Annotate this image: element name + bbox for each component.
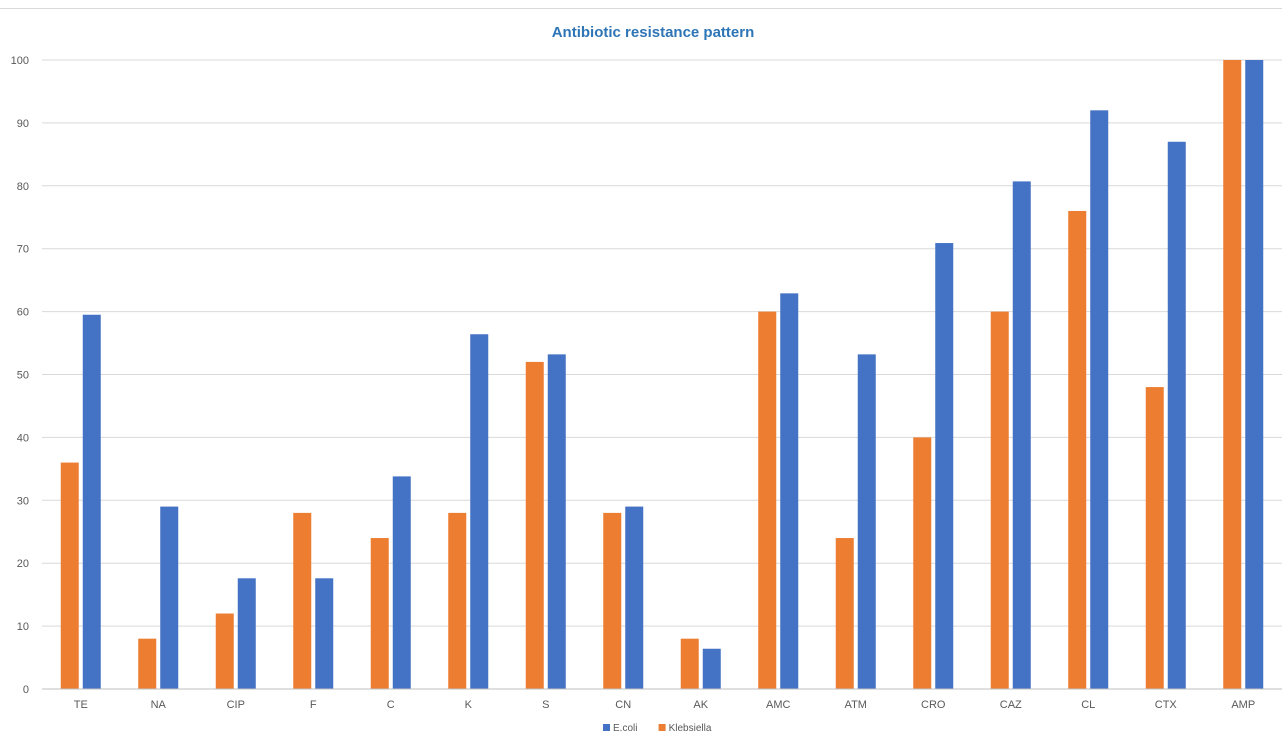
bar-ecoli-caz: [1012, 181, 1031, 689]
bar-ecoli-te: [82, 314, 101, 689]
x-tick-label: F: [310, 699, 317, 711]
bar-ecoli-na: [160, 506, 179, 689]
legend-swatch: [603, 724, 610, 731]
x-tick-label: C: [387, 699, 395, 711]
bar-klebsiella-f: [293, 512, 312, 689]
bar-ecoli-c: [392, 476, 411, 689]
chart-title: Antibiotic resistance pattern: [552, 24, 755, 41]
bar-ecoli-amp: [1245, 60, 1264, 689]
y-tick-label: 50: [17, 370, 29, 382]
x-tick-label: ATM: [845, 699, 867, 711]
bar-klebsiella-c: [370, 538, 389, 689]
x-tick-label: CAZ: [1000, 699, 1022, 711]
bar-klebsiella-amp: [1223, 60, 1242, 689]
x-tick-label: CTX: [1155, 699, 1178, 711]
bar-klebsiella-cl: [1068, 210, 1087, 689]
x-tick-label: S: [542, 699, 549, 711]
bar-klebsiella-cip: [215, 613, 234, 689]
x-tick-label: K: [465, 699, 473, 711]
y-tick-label: 10: [17, 621, 29, 633]
y-tick-label: 60: [17, 307, 29, 319]
y-tick-label: 80: [17, 181, 29, 193]
bar-ecoli-f: [315, 578, 334, 689]
bar-ecoli-cip: [237, 578, 256, 689]
bar-klebsiella-na: [138, 638, 157, 689]
x-tick-label: AK: [693, 699, 708, 711]
bar-ecoli-ctx: [1167, 141, 1186, 689]
y-tick-label: 30: [17, 495, 29, 507]
bar-ecoli-cro: [935, 243, 954, 689]
bar-ecoli-cl: [1090, 110, 1109, 689]
bar-klebsiella-cro: [913, 437, 932, 689]
y-tick-label: 90: [17, 118, 29, 130]
bar-klebsiella-ak: [680, 638, 699, 689]
x-tick-label: AMP: [1231, 699, 1255, 711]
bar-ecoli-cn: [625, 506, 644, 689]
legend: E.coli Klebsiella: [603, 723, 712, 734]
y-tick-label: 0: [23, 684, 29, 696]
bar-ecoli-ak: [702, 648, 721, 689]
x-tick-label: AMC: [766, 699, 791, 711]
y-tick-label: 40: [17, 432, 29, 444]
y-tick-label: 100: [11, 55, 29, 67]
legend-label: E.coli: [613, 723, 637, 734]
x-tick-label: CL: [1081, 699, 1095, 711]
bar-klebsiella-s: [525, 361, 544, 689]
bar-ecoli-amc: [780, 293, 799, 689]
x-tick-label: TE: [74, 699, 88, 711]
top-divider: [0, 8, 1282, 9]
legend-swatch: [658, 724, 666, 731]
bar-klebsiella-cn: [603, 512, 622, 689]
y-tick-label: 70: [17, 244, 29, 256]
bar-klebsiella-atm: [835, 538, 854, 689]
legend-label: Klebsiella: [669, 723, 712, 734]
bar-ecoli-atm: [857, 354, 876, 689]
bars: [60, 60, 1264, 689]
x-tick-label: NA: [151, 699, 167, 711]
bar-ecoli-s: [547, 354, 566, 689]
y-tick-label: 20: [17, 558, 29, 570]
bar-klebsiella-ctx: [1145, 387, 1164, 689]
bar-ecoli-k: [470, 334, 489, 689]
x-tick-label: CIP: [227, 699, 245, 711]
y-axis-ticks: 0 10 20 30 40 50 60 70 80 90 100: [11, 55, 29, 696]
bar-klebsiella-te: [60, 462, 79, 689]
bar-klebsiella-k: [448, 512, 467, 689]
x-tick-label: CN: [615, 699, 631, 711]
x-tick-label: CRO: [921, 699, 946, 711]
bar-klebsiella-amc: [758, 311, 777, 689]
bar-klebsiella-caz: [990, 311, 1009, 689]
x-axis-categories: TE NA CIP F C K S CN AK AMC ATM CRO CAZ CL CTX AMP: [74, 699, 1255, 711]
